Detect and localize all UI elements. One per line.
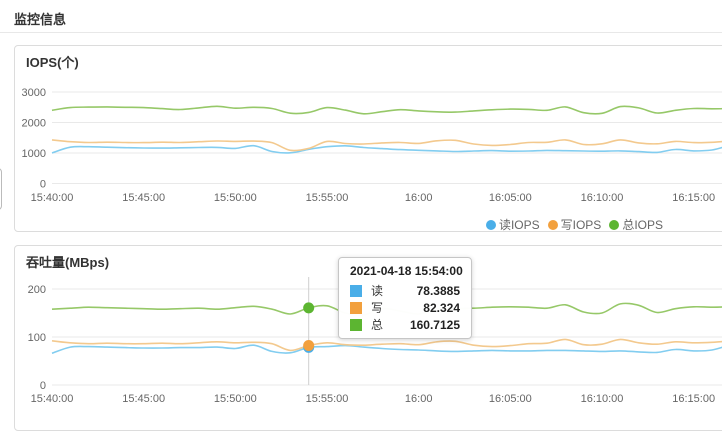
write-legend-label: 写IOPS xyxy=(560,218,602,232)
svg-text:15:45:00: 15:45:00 xyxy=(122,192,165,204)
svg-text:16:15:00: 16:15:00 xyxy=(672,393,715,405)
svg-text:15:50:00: 15:50:00 xyxy=(214,393,257,405)
svg-text:16:00: 16:00 xyxy=(405,393,433,405)
left-edge-fragment xyxy=(0,168,2,210)
page-title: 监控信息 xyxy=(14,12,67,27)
top-divider xyxy=(0,32,722,33)
tooltip-row-total: 总 160.7125 xyxy=(350,316,460,333)
legend-item-read[interactable]: 读IOPS xyxy=(485,216,540,233)
legend-item-write[interactable]: 写IOPS xyxy=(547,216,602,233)
svg-text:16:10:00: 16:10:00 xyxy=(581,393,624,405)
svg-text:0: 0 xyxy=(40,380,46,392)
throughput-chart-panel: 吞吐量(MBps) 200 100 0 15:40:00 15:45:00 15:50:0… xyxy=(14,245,722,431)
svg-text:15:55:00: 15:55:00 xyxy=(306,393,349,405)
chart-tooltip: 2021-04-18 15:54:00 读 78.3885 写 82.324 总… xyxy=(338,257,472,339)
svg-text:100: 100 xyxy=(28,332,46,344)
svg-text:16:05:00: 16:05:00 xyxy=(489,192,532,204)
tooltip-timestamp: 2021-04-18 15:54:00 xyxy=(350,264,463,278)
throughput-chart-title: 吞吐量(MBps) xyxy=(26,255,110,270)
svg-text:0: 0 xyxy=(40,179,46,191)
svg-text:16:00: 16:00 xyxy=(405,192,433,204)
write-swatch xyxy=(350,301,362,314)
tooltip-total-label: 总 xyxy=(371,318,384,332)
svg-text:15:40:00: 15:40:00 xyxy=(31,192,74,204)
read-legend-dot xyxy=(485,219,496,230)
tooltip-read-label: 读 xyxy=(371,284,384,298)
throughput-chart[interactable]: 200 100 015:40:00 15:45:00 15:50:00 15:55:00 1… xyxy=(15,246,722,410)
svg-text:15:45:00: 15:45:00 xyxy=(122,393,165,405)
total-swatch xyxy=(350,318,362,331)
iops-chart-panel: IOPS(个) 3000 2000 1000 0 15:40:00 15:45:00 15:… xyxy=(14,45,722,232)
svg-text:15:40:00: 15:40:00 xyxy=(31,393,74,405)
svg-text:16:15:00: 16:15:00 xyxy=(672,192,715,204)
tooltip-row-read: 读 78.3885 xyxy=(350,282,460,299)
svg-text:1000: 1000 xyxy=(22,148,46,160)
total-legend-label: 总IOPS xyxy=(622,218,663,232)
iops-legend: 读IOPS 写IOPS 总IOPS xyxy=(485,216,663,233)
read-legend-label: 读IOPS xyxy=(498,218,540,232)
tooltip-total-value: 160.7125 xyxy=(409,317,460,332)
iops-chart-title: IOPS(个) xyxy=(26,55,79,70)
tooltip-write-value: 82.324 xyxy=(423,300,460,315)
svg-text:16:05:00: 16:05:00 xyxy=(489,393,532,405)
legend-item-total[interactable]: 总IOPS xyxy=(609,216,663,233)
iops-chart[interactable]: 3000 2000 1000 015:40:00 15:45:00 15:50:00 15:… xyxy=(15,46,722,231)
write-legend-dot xyxy=(547,219,558,230)
svg-text:3000: 3000 xyxy=(22,87,46,99)
svg-text:15:55:00: 15:55:00 xyxy=(306,192,349,204)
svg-text:16:10:00: 16:10:00 xyxy=(581,192,624,204)
tooltip-read-value: 78.3885 xyxy=(416,283,460,298)
svg-text:2000: 2000 xyxy=(22,118,46,130)
read-swatch xyxy=(350,284,362,297)
svg-text:200: 200 xyxy=(28,284,46,296)
tooltip-row-write: 写 82.324 xyxy=(350,299,460,316)
total-legend-dot xyxy=(609,219,620,230)
tooltip-write-label: 写 xyxy=(371,301,384,315)
svg-text:15:50:00: 15:50:00 xyxy=(214,192,257,204)
